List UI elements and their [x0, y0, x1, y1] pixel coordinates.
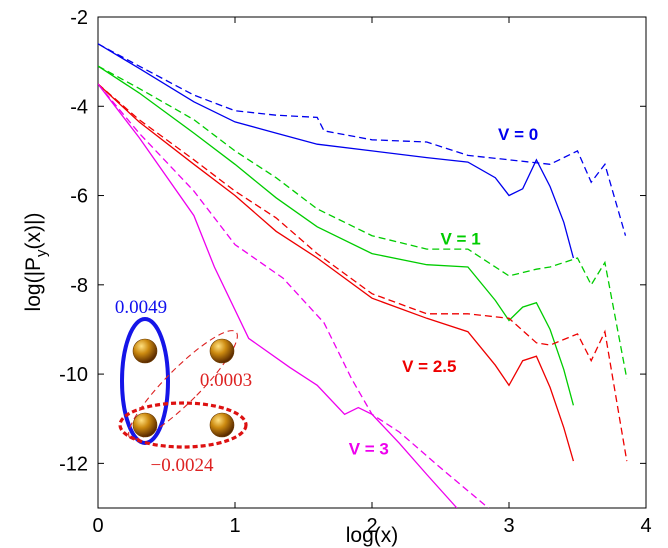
- atom-sphere: [132, 338, 158, 364]
- red-dotted-ellipse: [118, 401, 248, 449]
- series-lines: [98, 43, 628, 508]
- x-tick-label: 2: [366, 515, 377, 537]
- y-tick-label: -12: [59, 453, 88, 475]
- atom-sphere: [132, 412, 158, 438]
- atom-sphere: [209, 338, 235, 364]
- x-tick-label: 4: [640, 515, 651, 537]
- y-tick-label: -8: [70, 275, 88, 297]
- series-label: V = 2.5: [402, 357, 456, 376]
- series-v-1-solid: [98, 65, 575, 406]
- series-label: V = 3: [349, 439, 389, 458]
- series-v-2-5-solid: [98, 83, 575, 462]
- series-v-0-dashed: [98, 43, 627, 236]
- plot-frame: [97, 16, 647, 509]
- series-label: V = 1: [441, 230, 481, 249]
- y-axis-label: log(|Py(x)|): [22, 213, 50, 312]
- molecule-inset: 0.0049 0.0003 −0.0024: [115, 297, 252, 476]
- x-axis-label: log(x): [346, 524, 399, 547]
- y-tick-label: -10: [59, 364, 88, 386]
- x-tick-label: 1: [229, 515, 240, 537]
- red-dashed-ellipse: [128, 330, 238, 440]
- atom-sphere: [209, 412, 235, 438]
- x-tick-label: 3: [503, 515, 514, 537]
- series-label: V = 0: [498, 125, 538, 144]
- x-tick-label: 0: [92, 515, 103, 537]
- tick-labels: 0 1 2 3 4 -2 -4 -6 -8 -10 -12: [59, 7, 651, 537]
- inset-value-blue: 0.0049: [115, 297, 167, 318]
- axes: [97, 16, 647, 509]
- series-v-2-5-dashed: [98, 83, 628, 462]
- y-tick-label: -4: [70, 96, 88, 118]
- y-tick-label: -2: [70, 7, 88, 29]
- y-tick-label: -6: [70, 186, 88, 208]
- inset-value-horizontal: −0.0024: [151, 455, 214, 476]
- series-v-1-dashed: [98, 65, 628, 379]
- inset-value-diagonal: 0.0003: [200, 370, 252, 391]
- series-v-0-solid: [98, 43, 575, 259]
- series-v-3-solid: [98, 83, 458, 508]
- series-labels: V = 0 V = 1 V = 2.5 V = 3: [349, 125, 539, 459]
- series-v-3-dashed: [98, 83, 489, 508]
